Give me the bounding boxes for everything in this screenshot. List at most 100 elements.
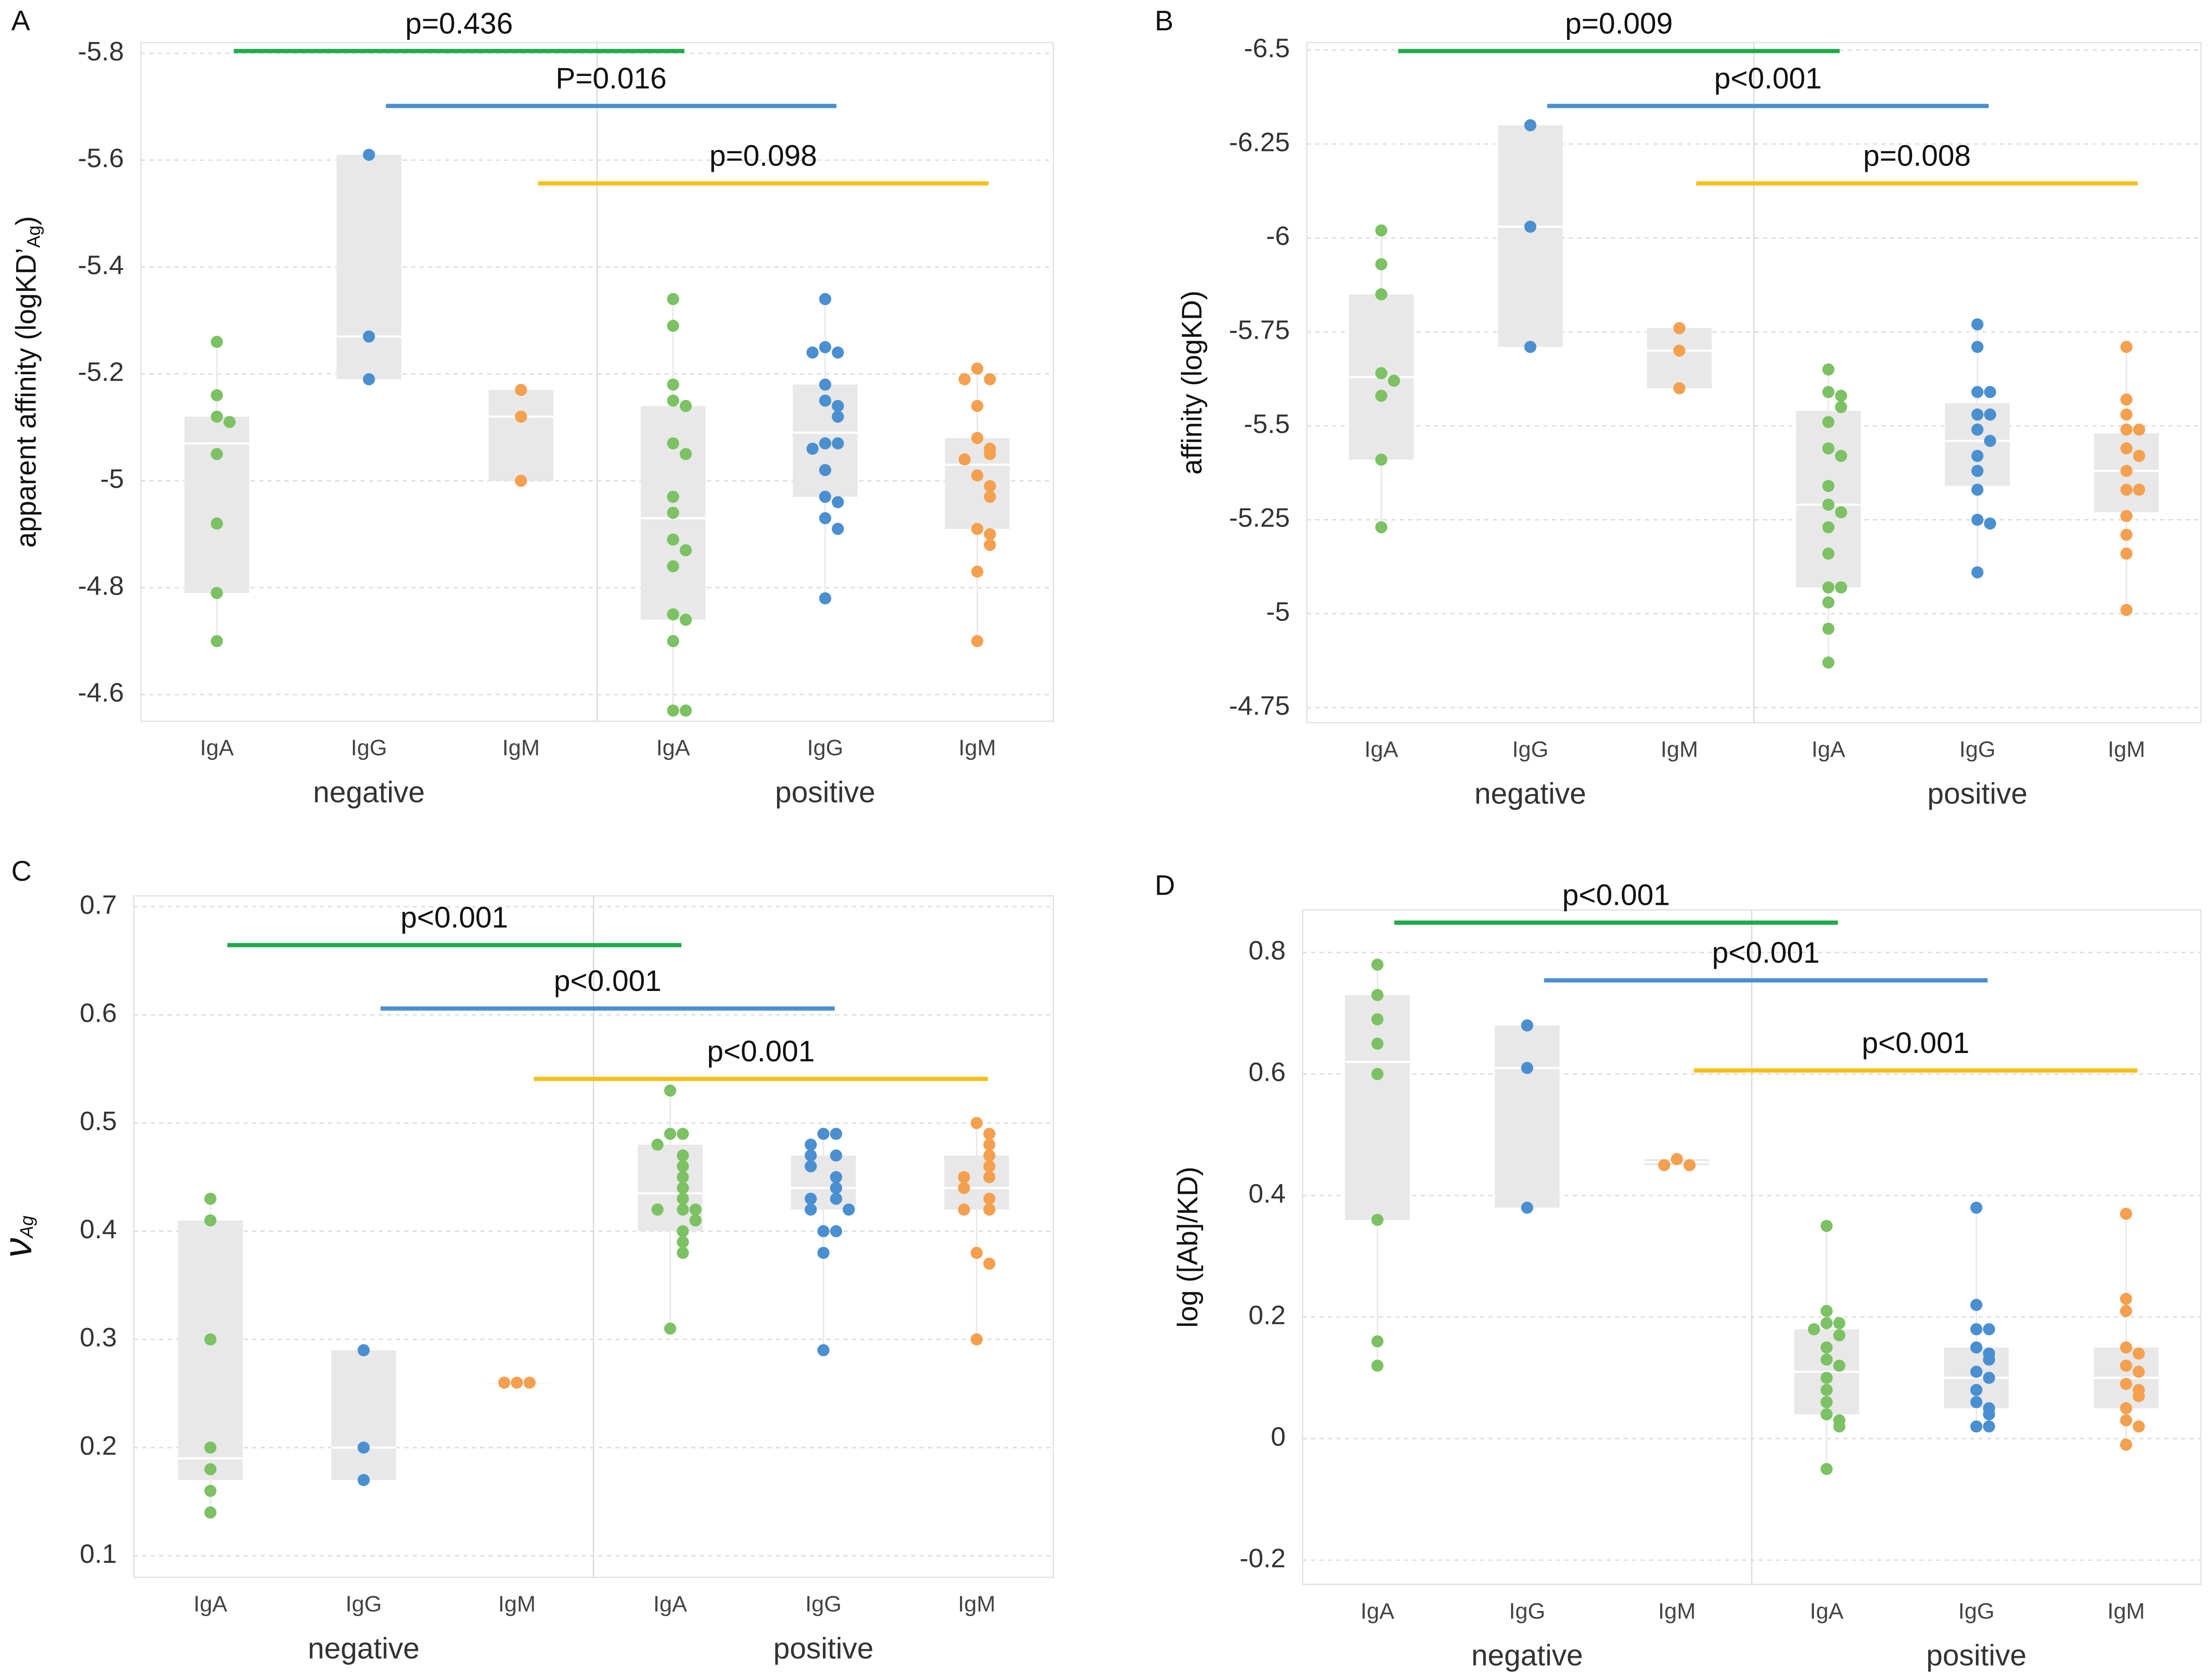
data-point — [819, 378, 831, 391]
data-point — [958, 1171, 970, 1184]
data-point — [363, 330, 375, 343]
data-point — [1822, 363, 1835, 376]
group-label: positive — [1926, 1639, 2026, 1672]
y-tick-label: 0.4 — [1248, 1179, 1286, 1209]
data-point — [664, 1128, 677, 1140]
y-tick-label: -6.5 — [1244, 33, 1290, 63]
data-point — [2133, 1390, 2145, 1402]
y-tick-label: 0.6 — [80, 998, 117, 1028]
x-tick-label: IgM — [959, 735, 996, 760]
data-point — [1971, 514, 1984, 526]
data-point — [1983, 1372, 1995, 1384]
data-point — [1671, 1153, 1683, 1166]
x-tick-label: IgM — [2108, 737, 2145, 762]
box — [791, 1155, 856, 1210]
y-tick-label: 0.5 — [80, 1107, 117, 1136]
data-point — [984, 490, 996, 503]
data-point — [211, 410, 223, 423]
data-point — [1820, 1305, 1833, 1317]
data-point — [667, 490, 679, 503]
data-point — [832, 400, 844, 412]
box — [331, 1350, 396, 1480]
y-tick-label: 0.1 — [80, 1539, 117, 1569]
data-point — [1835, 581, 1847, 594]
data-point — [830, 1225, 842, 1237]
data-point — [2133, 483, 2145, 496]
data-point — [819, 464, 831, 476]
data-point — [1971, 483, 1984, 496]
data-point — [819, 341, 831, 353]
data-point — [1375, 453, 1387, 466]
data-point — [204, 1333, 217, 1346]
y-tick-label: 0.2 — [1248, 1301, 1286, 1330]
data-point — [971, 400, 984, 412]
data-point — [819, 490, 831, 503]
p-value-label: p<0.001 — [401, 901, 508, 934]
data-point — [511, 1376, 523, 1389]
data-point — [1820, 1341, 1833, 1354]
data-point — [1375, 389, 1387, 402]
data-point — [806, 442, 819, 455]
data-point — [515, 475, 527, 487]
data-point — [2120, 423, 2133, 436]
data-point — [1984, 517, 1996, 530]
data-point — [2133, 1347, 2145, 1360]
data-point — [679, 544, 692, 557]
x-tick-label: IgA — [656, 735, 690, 760]
y-tick-label: 0.6 — [1248, 1058, 1286, 1087]
x-tick-label: IgA — [653, 1592, 688, 1617]
data-point — [204, 1441, 217, 1454]
y-tick-label: -0.2 — [1240, 1543, 1286, 1573]
group-label: positive — [773, 1631, 873, 1665]
data-point — [832, 410, 844, 423]
data-point — [1971, 423, 1984, 436]
data-point — [679, 448, 692, 460]
data-point — [983, 1149, 996, 1162]
data-point — [1970, 1341, 1982, 1354]
data-point — [1822, 581, 1835, 594]
data-point — [1971, 318, 1984, 331]
data-point — [819, 395, 831, 407]
data-point — [970, 1117, 983, 1129]
data-point — [1971, 386, 1984, 398]
data-point — [1521, 1201, 1533, 1214]
data-point — [1822, 498, 1835, 511]
data-point — [817, 1128, 830, 1140]
data-point — [515, 410, 527, 423]
y-tick-label: -6.25 — [1229, 127, 1290, 157]
data-point — [211, 587, 223, 599]
data-point — [677, 1160, 689, 1172]
data-point — [2120, 528, 2133, 541]
data-point — [983, 1257, 996, 1270]
data-point — [804, 1138, 817, 1151]
x-tick-label: IgG — [345, 1592, 382, 1617]
box — [178, 1220, 243, 1480]
data-point — [1371, 1214, 1384, 1226]
data-point — [1371, 989, 1384, 1001]
data-point — [664, 1323, 677, 1335]
data-point — [677, 1204, 689, 1216]
data-point — [1521, 1019, 1533, 1032]
data-point — [971, 635, 984, 647]
x-tick-label: IgA — [194, 1592, 228, 1617]
y-tick-label: -4.6 — [78, 678, 124, 708]
data-point — [667, 437, 679, 450]
data-point — [2120, 1414, 2133, 1427]
x-tick-label: IgA — [1364, 737, 1399, 762]
data-point — [2120, 393, 2133, 406]
data-point — [1971, 341, 1984, 353]
y-tick-label: 0 — [1271, 1422, 1286, 1452]
data-point — [1820, 1372, 1833, 1384]
data-point — [211, 635, 223, 647]
data-point — [1822, 442, 1835, 455]
data-point — [1673, 382, 1686, 395]
data-point — [204, 1214, 217, 1227]
p-value-label: p<0.001 — [1712, 936, 1820, 969]
data-point — [1835, 389, 1847, 402]
x-tick-label: IgA — [1812, 737, 1846, 762]
data-point — [1822, 596, 1835, 609]
data-point — [1970, 1420, 1982, 1433]
data-point — [679, 704, 692, 717]
